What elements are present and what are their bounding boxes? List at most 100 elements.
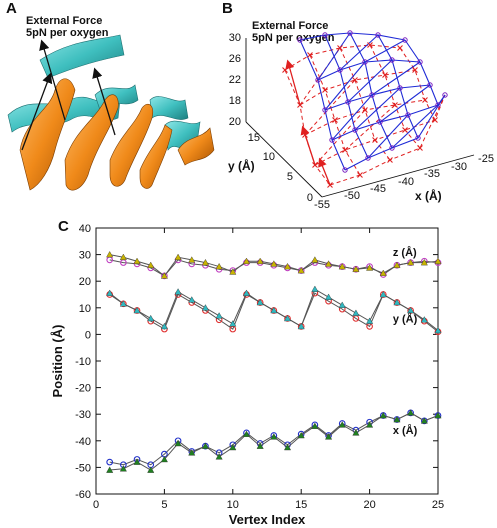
chart-point-x-triangle — [174, 439, 182, 447]
chart-point-x-triangle — [311, 422, 319, 429]
chart-point-x-triangle — [133, 458, 141, 465]
chart-point-z-triangle — [283, 262, 292, 270]
panel-b-node-red — [402, 127, 408, 133]
panel-b-y-tick: 15 — [248, 132, 260, 144]
chart-point-z-triangle — [407, 258, 415, 266]
panel-b-mesh-blue — [299, 32, 446, 171]
panel-b-node-red — [392, 102, 398, 108]
chart-point-x-triangle — [270, 433, 278, 440]
panel-b-node-red — [342, 147, 348, 153]
panel-b-node-red — [337, 45, 343, 51]
panel-b-node-red — [327, 182, 333, 188]
chart-point-x-triangle — [379, 411, 387, 419]
chart-point-x-triangle — [229, 443, 237, 451]
panel-b-node-red — [417, 145, 423, 151]
panel-b-z-tick: 18 — [229, 95, 241, 107]
chart-point-y-triangle — [133, 306, 141, 314]
chart-point-x-triangle — [434, 411, 442, 419]
panel-b-y-tick: 0 — [307, 192, 313, 204]
ribbon-strand-cyan-1 — [39, 34, 125, 79]
chart-point-x-triangle — [106, 466, 114, 473]
panel-b-node-red — [422, 97, 428, 103]
panel-a-annotation-line1: External Force — [26, 15, 103, 27]
panel-b-node-blue — [352, 127, 358, 133]
chart-point-x-triangle — [188, 449, 196, 456]
panel-b-node-red — [397, 45, 403, 51]
chart-point-x-triangle — [242, 430, 251, 437]
chart-point-y-triangle — [420, 316, 428, 323]
ribbon-strand-orange-5 — [177, 127, 215, 166]
panel-b-node-red — [372, 137, 378, 143]
chart-series-label: x (Å) — [393, 424, 418, 437]
chart-point-z-triangle — [106, 250, 114, 258]
chart-point-z-triangle — [188, 256, 196, 263]
panel-b-x-tick: -45 — [370, 183, 386, 195]
chart-y-tick-label: -40 — [75, 436, 91, 448]
chart-point-y-triangle — [352, 309, 360, 316]
chart-point-x-triangle — [366, 421, 374, 428]
chart-x-tick-label: 25 — [432, 499, 444, 511]
chart-point-y-triangle — [379, 290, 387, 298]
panel-b-x-axis-line — [321, 154, 475, 198]
panel-b-node-blue — [297, 37, 303, 43]
panel-b-node-red — [312, 162, 318, 168]
chart-point-x-triangle — [407, 409, 415, 416]
chart-point-y-triangle — [242, 289, 251, 296]
chart-series-line-x-triangle — [109, 412, 439, 471]
panel-b-node-blue — [389, 145, 395, 151]
chart-point-z-triangle — [366, 264, 374, 271]
chart-series-label: y (Å) — [393, 312, 418, 325]
force-arrow-a3 — [92, 67, 116, 136]
panel-b-node-blue — [389, 57, 395, 63]
chart-point-x-triangle — [147, 466, 155, 473]
chart-y-axis: -60 -50 -40 -30 -20 -10 0 10 20 30 40 — [75, 223, 438, 501]
panel-b-node-red — [432, 117, 438, 123]
panel-b-z-tick: 26 — [229, 53, 241, 65]
panel-b-x-axis-label: x (Å) — [415, 188, 442, 203]
chart-point-z-triangle — [338, 262, 346, 270]
chart-point-y-triangle — [106, 289, 114, 296]
chart-point-y-triangle — [215, 312, 223, 319]
panel-b-node-red — [302, 132, 308, 138]
chart-series — [106, 250, 442, 473]
panel-b-node-blue — [442, 92, 448, 98]
chart-point-x-triangle — [352, 429, 360, 436]
panel-b-node-blue — [435, 102, 441, 108]
chart-x-axis: 0 5 10 15 20 25 — [93, 228, 444, 511]
panel-b-x-tick: -55 — [314, 199, 330, 211]
chart-y-tick-label: 10 — [79, 303, 91, 315]
panel-b-x-tick: -50 — [344, 190, 360, 202]
chart-point-z-triangle — [174, 253, 182, 261]
chart-y-tick-label: -60 — [75, 489, 91, 501]
chart-point-y-triangle — [366, 317, 374, 324]
chart-point-y-triangle — [338, 301, 346, 308]
chart-y-tick-label: 30 — [79, 250, 91, 262]
chart-point-z-triangle — [297, 266, 305, 274]
chart-point-y-triangle — [147, 314, 155, 322]
chart-y-tick-label: 20 — [79, 276, 91, 288]
chart-point-z-triangle — [160, 272, 168, 279]
chart-y-tick-label: -10 — [75, 356, 91, 368]
chart-point-y-triangle — [434, 326, 442, 334]
chart-point-x-triangle — [119, 465, 127, 472]
chart-point-y-triangle — [393, 298, 401, 306]
panel-b-annotation-line2: 5pN per oxygen — [252, 32, 335, 44]
panel-b-letter: B — [222, 0, 233, 17]
panel-b-node-blue — [362, 59, 368, 65]
chart-series-label: z (Å) — [393, 246, 417, 259]
panel-c-letter: C — [58, 218, 69, 235]
panel-b-node-red — [352, 77, 358, 83]
chart-point-z-triangle — [379, 269, 387, 276]
chart-point-x-triangle — [325, 433, 333, 440]
panel-b-annotation: External Force 5pN per oxygen — [252, 20, 335, 44]
panel-b-node-blue — [342, 167, 348, 173]
chart-point-z-triangle — [434, 257, 442, 265]
panel-b-node-blue — [337, 67, 343, 73]
chart-x-tick-label: 5 — [161, 499, 167, 511]
chart-y-tick-label: -50 — [75, 462, 91, 474]
chart-point-z-triangle — [133, 257, 141, 265]
ribbon-strand-orange-2 — [64, 94, 119, 191]
